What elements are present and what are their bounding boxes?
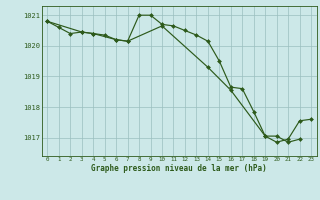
X-axis label: Graphe pression niveau de la mer (hPa): Graphe pression niveau de la mer (hPa) bbox=[91, 164, 267, 173]
